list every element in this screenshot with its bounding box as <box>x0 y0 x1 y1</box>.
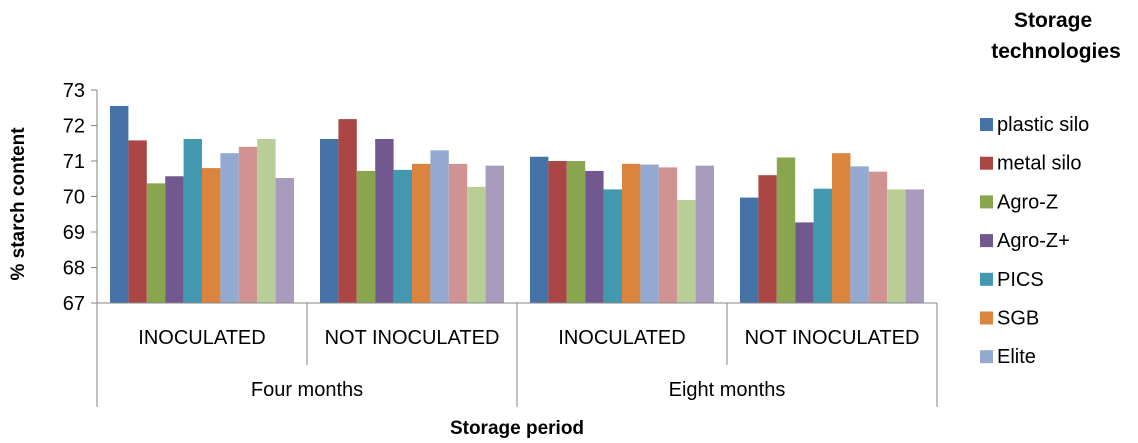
legend-label: PICS <box>997 269 1044 291</box>
bar <box>257 138 276 303</box>
axes <box>91 89 938 407</box>
legend-swatch <box>980 272 993 286</box>
y-tick-label: 69 <box>63 222 85 244</box>
bar <box>548 161 567 303</box>
x-category-label: INOCULATED <box>138 327 265 349</box>
bar <box>375 138 394 303</box>
legend-label: Agro-Z+ <box>997 230 1070 252</box>
legend-label: Agro-Z <box>997 191 1058 213</box>
legend-swatch <box>980 118 993 131</box>
y-tick-label: 70 <box>63 187 85 209</box>
y-tick-label: 67 <box>63 293 85 315</box>
x-category-label: NOT INOCULATED <box>325 327 500 349</box>
bar <box>658 167 678 303</box>
x-group-label: Eight months <box>669 379 786 401</box>
bar <box>128 140 147 303</box>
y-axis-title: % starch content <box>8 127 29 281</box>
x-group-label: Four months <box>251 379 363 401</box>
bar <box>338 119 357 303</box>
bar <box>566 161 586 303</box>
legend: Storage technologies plastic silo metal s… <box>980 9 1121 368</box>
x-category-label: INOCULATED <box>558 327 685 349</box>
bar <box>887 189 906 303</box>
bar <box>603 189 622 303</box>
bar <box>740 197 759 303</box>
bar <box>430 150 449 303</box>
legend-title: Storage technologies <box>991 9 1121 63</box>
x-category-labels: INOCULATED NOT INOCULATED Four months INOCU… <box>138 327 919 401</box>
y-tick-label: 68 <box>63 258 85 280</box>
legend-swatch <box>980 311 993 325</box>
bar <box>393 169 412 304</box>
bar <box>220 153 239 303</box>
bar <box>640 164 659 303</box>
bar <box>905 189 924 303</box>
x-axis-title: Storage period <box>450 418 584 439</box>
bar <box>448 163 468 303</box>
bar <box>868 171 888 303</box>
legend-label: metal silo <box>997 153 1081 175</box>
bar <box>238 146 258 303</box>
legend-swatch <box>980 156 993 170</box>
y-tick-label: 71 <box>63 151 85 173</box>
legend-label: Elite <box>997 346 1036 368</box>
legend-title-line-1: Storage <box>1014 9 1092 32</box>
bar <box>795 222 814 303</box>
bars <box>110 105 924 304</box>
bar <box>356 170 376 303</box>
bar <box>110 105 129 303</box>
legend-label: plastic silo <box>997 114 1089 136</box>
y-tick-label: 72 <box>63 116 85 138</box>
bar <box>202 168 221 303</box>
bar <box>146 183 166 303</box>
bar <box>585 170 604 303</box>
legend-swatch <box>980 195 993 209</box>
bar <box>165 176 184 303</box>
bar <box>776 157 796 303</box>
bar <box>183 138 202 303</box>
bar <box>622 163 641 303</box>
legend-swatch <box>980 234 993 248</box>
legend-swatch <box>980 350 993 364</box>
bar <box>850 166 869 303</box>
y-tick-label: 73 <box>63 80 85 102</box>
bar <box>530 156 549 303</box>
bar <box>832 153 851 303</box>
bar <box>813 188 832 303</box>
legend-items: plastic silo metal silo Agro-Z Agro-Z+ PICS S… <box>980 114 1089 368</box>
bar <box>320 138 339 303</box>
x-category-label: NOT INOCULATED <box>745 327 920 349</box>
y-tick-labels: 67 68 69 70 71 72 73 <box>63 80 85 315</box>
legend-label: SGB <box>997 308 1039 330</box>
legend-title-line-2: technologies <box>991 40 1121 63</box>
bar <box>677 200 696 303</box>
bar <box>412 163 431 303</box>
bar <box>275 178 294 303</box>
bar <box>695 165 714 303</box>
bar <box>758 175 777 303</box>
bar <box>485 165 504 303</box>
bar <box>467 186 486 303</box>
